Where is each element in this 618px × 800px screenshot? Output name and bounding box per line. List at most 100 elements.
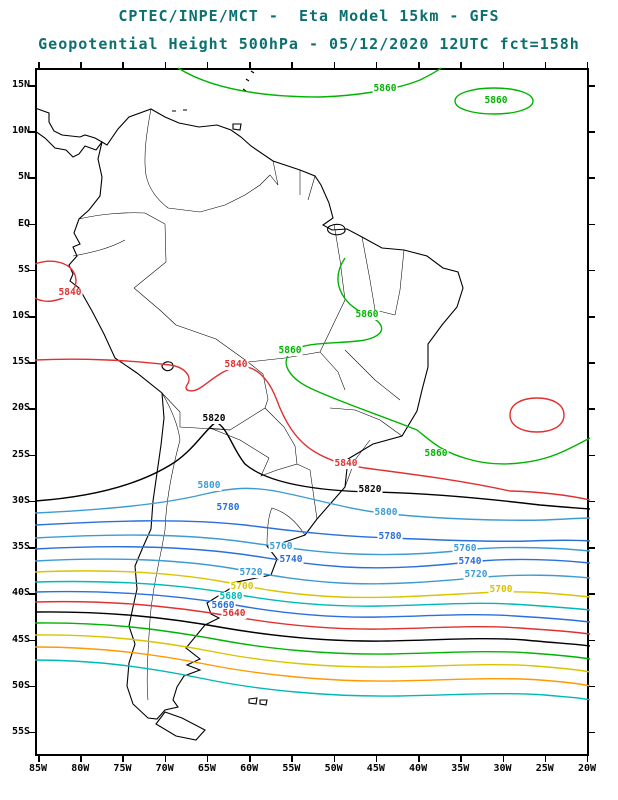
- map-title-line2: Geopotential Height 500hPa - 05/12/2020 …: [38, 35, 580, 53]
- tick-mark: [589, 85, 595, 87]
- contour-label: 5860: [423, 448, 449, 459]
- y-tick-label: 10S: [11, 310, 30, 322]
- x-tick-label: 75W: [113, 763, 132, 774]
- y-tick-label: 25S: [11, 448, 30, 460]
- x-tick-label: 55W: [282, 763, 301, 774]
- x-tick-label: 30W: [493, 763, 512, 774]
- contour-label: 5760: [268, 541, 294, 552]
- tick-mark: [164, 756, 167, 762]
- tick-mark: [375, 62, 378, 68]
- tick-mark: [80, 62, 82, 68]
- border-uruguay: [266, 507, 306, 547]
- tick-mark: [122, 756, 124, 762]
- tick-mark: [122, 62, 124, 68]
- tick-mark: [589, 547, 595, 549]
- contour-5560: [34, 646, 591, 687]
- border-bolivia-brazil: [175, 324, 269, 409]
- tick-mark: [29, 177, 35, 179]
- contour-5760: [34, 534, 591, 556]
- tick-mark: [544, 62, 547, 68]
- tick-mark: [29, 547, 35, 549]
- border-venezuela-brazil-guyana: [167, 174, 271, 213]
- tick-mark: [206, 756, 209, 762]
- border-paraguay: [209, 407, 298, 477]
- island-marajo: [327, 223, 346, 236]
- contour-label: 5860: [483, 95, 509, 106]
- contour-5720: [34, 558, 591, 585]
- tick-mark: [29, 639, 35, 642]
- x-tick-label: 20W: [577, 763, 597, 774]
- map-frame: [35, 68, 589, 756]
- contour-5600: [34, 622, 591, 660]
- coastline-south-america: [68, 108, 464, 720]
- contour-label: 5640: [221, 608, 247, 619]
- tick-mark: [589, 500, 595, 503]
- tick-mark: [29, 223, 35, 226]
- tick-mark: [589, 223, 595, 226]
- y-tick-label: 15N: [11, 79, 30, 90]
- tick-mark: [38, 62, 40, 68]
- tick-mark: [333, 756, 336, 762]
- border-ecuador-peru: [72, 239, 126, 257]
- x-tick-label: 40W: [409, 763, 428, 774]
- brazil-state-lines-1: [333, 223, 405, 316]
- tick-mark: [29, 131, 35, 133]
- x-tick-label: 25W: [535, 763, 554, 774]
- contour-5540: [34, 659, 591, 701]
- border-argentina-chile: [146, 392, 181, 701]
- tick-mark: [589, 316, 595, 318]
- contour-5820: [34, 421, 591, 510]
- islands-falkland: [248, 697, 268, 706]
- contour-label: 5820: [201, 413, 227, 424]
- tick-mark: [29, 731, 35, 734]
- tick-mark: [29, 316, 35, 318]
- contour-label: 5840: [223, 359, 249, 370]
- contour-5860-central: [285, 257, 591, 465]
- contour-label: 5780: [377, 531, 403, 542]
- tick-mark: [164, 62, 167, 68]
- y-tick-label: 5N: [17, 171, 30, 183]
- tick-mark: [29, 269, 35, 272]
- tick-mark: [333, 62, 336, 68]
- lake-titicaca: [161, 361, 174, 372]
- tick-mark: [38, 756, 40, 762]
- border-venezuela-colombia: [144, 108, 169, 209]
- tick-mark: [29, 85, 35, 87]
- contour-5780: [34, 520, 591, 542]
- x-tick-label: 50W: [324, 763, 343, 774]
- tick-mark: [29, 362, 35, 364]
- tick-mark: [589, 454, 595, 457]
- y-tick-label: 5S: [17, 263, 30, 275]
- contour-label: 5820: [357, 484, 383, 495]
- tick-mark: [589, 408, 595, 410]
- tick-mark: [29, 454, 35, 457]
- y-tick-label: 30S: [11, 494, 30, 506]
- x-tick-label: 65W: [197, 763, 216, 774]
- coastline-group: [34, 70, 464, 741]
- x-tick-label: 80W: [71, 763, 90, 774]
- contour-label: 5760: [452, 543, 478, 554]
- tick-mark: [249, 756, 251, 762]
- contour-label: 5740: [278, 554, 304, 565]
- tick-mark: [589, 269, 595, 272]
- coastline-central-america: [34, 107, 103, 158]
- border-peru-colombia-brazil: [133, 212, 177, 326]
- tick-mark: [502, 756, 505, 762]
- y-tick-label: 20S: [11, 402, 30, 414]
- tick-mark: [291, 62, 293, 68]
- tick-mark: [589, 131, 595, 133]
- contour-5680: [34, 580, 591, 611]
- contour-5620: [34, 611, 591, 647]
- contour-label: 5680: [218, 591, 244, 602]
- tick-mark: [460, 756, 462, 762]
- tick-mark: [29, 593, 35, 595]
- tick-mark: [460, 62, 462, 68]
- y-tick-label: 15S: [11, 356, 30, 368]
- contour-5840-main: [34, 358, 591, 501]
- tick-mark: [29, 685, 35, 688]
- contour-label: 5700: [488, 584, 514, 595]
- tick-mark: [589, 593, 595, 595]
- islands-antilles: [172, 70, 255, 112]
- tick-mark: [29, 408, 35, 410]
